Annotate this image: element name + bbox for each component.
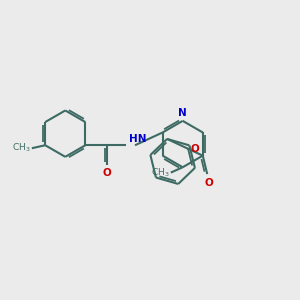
Text: O: O [102,168,111,178]
Text: HN: HN [129,134,147,144]
Text: O: O [190,144,199,154]
Text: CH$_3$: CH$_3$ [12,142,30,155]
Text: CH$_3$: CH$_3$ [151,166,169,179]
Text: O: O [204,178,213,188]
Text: N: N [178,108,187,118]
